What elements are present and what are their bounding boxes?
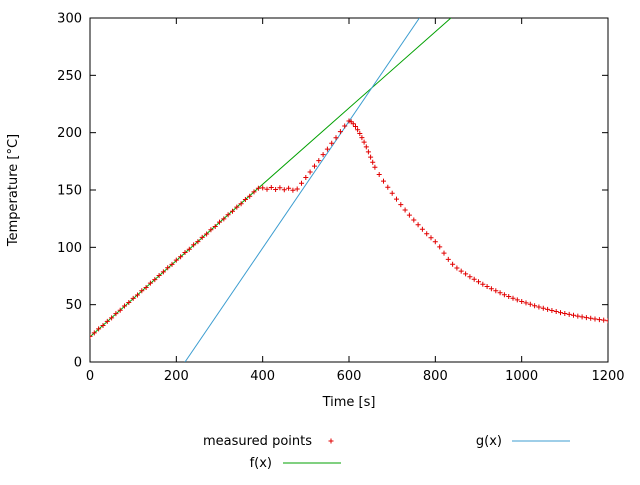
legend: measured points f(x) g(x) (203, 434, 570, 471)
x-tick-label: 200 (164, 369, 189, 384)
x-tick-label: 1200 (591, 369, 624, 384)
f-line (90, 18, 452, 338)
y-tick-label: 50 (65, 298, 82, 313)
x-tick-label: 1000 (505, 369, 538, 384)
x-tick-label: 400 (250, 369, 275, 384)
plot-border (89, 17, 609, 363)
y-tick-label: 150 (57, 184, 82, 199)
x-axis-title: Time [s] (322, 395, 376, 410)
legend-label-g: g(x) (476, 434, 502, 449)
y-tick-label: 0 (74, 356, 82, 371)
x-tick-label: 600 (337, 369, 362, 384)
x-tick-label: 800 (423, 369, 448, 384)
y-tick-label: 200 (57, 126, 82, 141)
legend-marker-measured-points (328, 438, 334, 444)
g-line (184, 18, 420, 362)
legend-label-f: f(x) (250, 456, 272, 471)
plot-area: 0 200 400 600 800 1000 1200 0 50 100 150 200 250 300 (57, 12, 624, 385)
measured-points-series (90, 118, 608, 339)
y-tick-label: 300 (57, 12, 82, 27)
x-tick-label: 0 (86, 369, 94, 384)
y-tick-label: 250 (57, 69, 82, 84)
y-tick-label: 100 (57, 241, 82, 256)
legend-label-measured-points: measured points (203, 434, 312, 449)
y-axis-title: Temperature [°C] (6, 134, 21, 247)
